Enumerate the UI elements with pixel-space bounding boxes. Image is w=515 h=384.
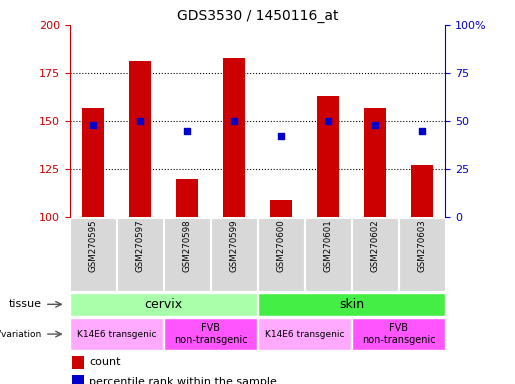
Bar xyxy=(305,218,351,291)
Bar xyxy=(71,218,115,291)
Bar xyxy=(270,200,291,217)
Bar xyxy=(164,318,256,350)
Bar xyxy=(212,218,256,291)
Point xyxy=(230,118,238,124)
Text: FVB
non-transgenic: FVB non-transgenic xyxy=(174,323,247,345)
Bar xyxy=(317,96,338,217)
Point xyxy=(183,127,191,134)
Bar xyxy=(352,218,398,291)
Bar xyxy=(411,165,433,217)
Text: FVB
non-transgenic: FVB non-transgenic xyxy=(362,323,435,345)
Bar xyxy=(352,318,444,350)
Text: GSM270597: GSM270597 xyxy=(135,219,145,272)
Text: count: count xyxy=(89,358,121,367)
Bar xyxy=(177,179,198,217)
Bar xyxy=(259,318,351,350)
Text: genotype/variation: genotype/variation xyxy=(0,329,42,339)
Text: K14E6 transgenic: K14E6 transgenic xyxy=(77,329,156,339)
Text: percentile rank within the sample: percentile rank within the sample xyxy=(89,377,277,384)
Bar xyxy=(82,108,104,217)
Text: tissue: tissue xyxy=(9,299,42,310)
Bar xyxy=(72,356,83,369)
Text: GSM270598: GSM270598 xyxy=(182,219,192,272)
Point xyxy=(136,118,144,124)
Bar xyxy=(72,375,83,384)
Text: GSM270601: GSM270601 xyxy=(323,219,333,272)
Text: K14E6 transgenic: K14E6 transgenic xyxy=(265,329,344,339)
Text: cervix: cervix xyxy=(144,298,183,311)
Bar xyxy=(259,293,444,316)
Text: GSM270599: GSM270599 xyxy=(230,219,238,272)
Text: GSM270603: GSM270603 xyxy=(418,219,426,272)
Bar xyxy=(365,108,386,217)
Point xyxy=(371,122,379,128)
Point xyxy=(89,122,97,128)
Text: GSM270602: GSM270602 xyxy=(370,219,380,272)
Text: GSM270595: GSM270595 xyxy=(89,219,97,272)
Bar xyxy=(71,318,163,350)
Bar xyxy=(129,61,150,217)
Text: skin: skin xyxy=(339,298,364,311)
Bar xyxy=(400,218,444,291)
Bar xyxy=(117,218,163,291)
Title: GDS3530 / 1450116_at: GDS3530 / 1450116_at xyxy=(177,8,338,23)
Point xyxy=(277,133,285,139)
Bar xyxy=(259,218,303,291)
Bar xyxy=(71,293,256,316)
Text: GSM270600: GSM270600 xyxy=(277,219,285,272)
Point xyxy=(418,127,426,134)
Point xyxy=(324,118,332,124)
Bar xyxy=(164,218,210,291)
Bar xyxy=(224,58,245,217)
